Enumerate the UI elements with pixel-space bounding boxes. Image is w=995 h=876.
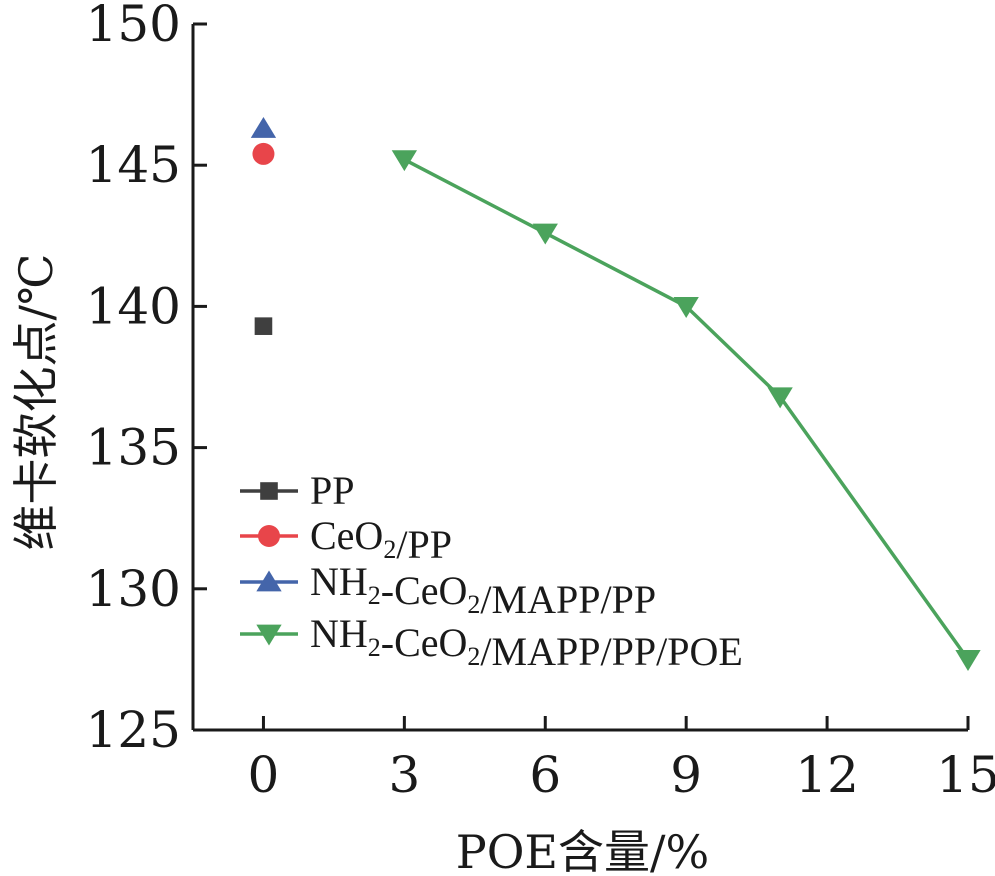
x-tick-label: 0 — [248, 746, 280, 804]
legend-item: CeO2/PP — [240, 513, 452, 567]
x-tick-label: 6 — [529, 746, 561, 804]
data-point — [673, 297, 699, 318]
chart-ticks: 125 130 135 140 145 150 0 3 6 9 12 15 — [86, 0, 995, 804]
y-axis-title: 维卡软化点/℃ — [9, 254, 63, 551]
legend-item: PP — [240, 468, 355, 513]
legend-marker — [256, 570, 282, 592]
x-tick-label: 3 — [388, 746, 420, 804]
series-group — [250, 116, 277, 138]
data-point — [767, 387, 793, 409]
y-tick-label: 135 — [86, 419, 181, 477]
x-tick-label: 15 — [936, 746, 995, 804]
x-tick-label: 12 — [795, 746, 859, 804]
legend-label: NH2-CeO2/MAPP/PP/POE — [310, 611, 743, 674]
data-point — [254, 317, 273, 335]
series-group — [391, 150, 981, 671]
series-group — [254, 317, 273, 335]
legend-item: NH2-CeO2/MAPP/PP/POE — [240, 611, 743, 674]
legend-marker — [256, 624, 282, 646]
y-tick-label: 150 — [86, 0, 181, 53]
y-tick-label: 125 — [86, 701, 181, 759]
legend-label: CeO2/PP — [310, 513, 452, 567]
x-axis-title: POE含量/% — [456, 825, 709, 876]
chart-legend: PPCeO2/PPNH2-CeO2/MAPP/PPNH2-CeO2/MAPP/P… — [240, 468, 743, 674]
x-tick-label: 9 — [670, 746, 702, 804]
data-point — [252, 142, 275, 165]
chart-series-layer — [250, 116, 981, 671]
y-tick-label: 145 — [86, 136, 181, 194]
data-point — [955, 650, 981, 671]
legend-marker — [258, 525, 280, 547]
y-tick-label: 130 — [86, 560, 181, 618]
legend-marker — [260, 482, 278, 500]
legend-label: PP — [310, 468, 355, 513]
series-group — [252, 142, 275, 165]
legend-item: NH2-CeO2/MAPP/PP — [240, 559, 656, 622]
data-point — [250, 116, 277, 138]
data-point — [391, 150, 418, 172]
chart-axes — [191, 24, 968, 732]
y-tick-label: 140 — [86, 277, 181, 335]
legend-label: NH2-CeO2/MAPP/PP — [310, 559, 656, 622]
data-point — [532, 223, 558, 245]
